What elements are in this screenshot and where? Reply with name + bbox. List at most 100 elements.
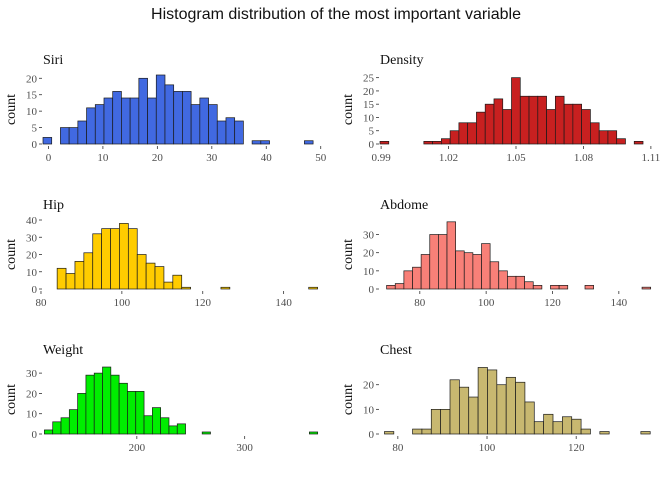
x-tick-label: 1.11 xyxy=(641,152,660,164)
y-axis-label-hip: count xyxy=(4,239,19,270)
histogram-bar xyxy=(145,262,156,290)
y-tick-label: 30 xyxy=(26,368,38,380)
histogram-bar xyxy=(446,221,456,290)
y-tick-label: 30 xyxy=(363,230,375,242)
histogram-bar xyxy=(458,122,469,145)
histogram-bar xyxy=(463,252,474,290)
y-tick-label: 10 xyxy=(363,404,375,416)
histogram-bar xyxy=(127,391,137,435)
histogram-bar xyxy=(155,74,166,145)
panel-abdome: Abdome count 0 10 20 30 80 100 120 140 xyxy=(341,198,652,309)
histogram-bar xyxy=(571,418,582,435)
x-tick-label: 80 xyxy=(392,442,404,454)
histogram-bar xyxy=(449,379,460,435)
x-tick-label: 0 xyxy=(46,152,52,164)
histogram-bar xyxy=(56,267,67,290)
histogram-bar xyxy=(164,84,175,145)
panel-title-siri: Siri xyxy=(43,53,63,68)
x-tick-label: 80 xyxy=(35,297,47,309)
histogram-bar xyxy=(515,275,525,290)
histogram-bar xyxy=(68,409,78,435)
y-tick-label: 40 xyxy=(26,215,38,227)
histogram-bar xyxy=(181,286,191,290)
histogram-bar xyxy=(94,104,105,145)
histogram-bar xyxy=(429,234,439,290)
histogram-bar xyxy=(524,401,535,435)
histogram-bar xyxy=(136,254,147,290)
x-tick-label: 1.08 xyxy=(574,152,594,164)
histogram-bar xyxy=(580,428,591,435)
histogram-bar xyxy=(484,103,495,145)
x-tick-label: 120 xyxy=(194,297,211,309)
histogram-bar xyxy=(519,95,530,145)
y-tick-label: 0 xyxy=(32,139,38,151)
histogram-bar xyxy=(598,130,609,145)
histogram-bar xyxy=(199,97,209,145)
histogram-bar xyxy=(110,228,120,290)
y-tick-label: 0 xyxy=(32,429,38,441)
histogram-bar xyxy=(498,270,508,290)
histogram-bar xyxy=(234,120,244,145)
panel-hip: Hip count 0 10 20 30 40 80 100 120 140 xyxy=(4,198,318,309)
x-tick-label: 140 xyxy=(275,297,292,309)
histogram-bar xyxy=(74,261,85,290)
histogram-bar xyxy=(42,137,53,145)
histogram-bar xyxy=(60,127,70,145)
histogram-bar xyxy=(421,428,432,435)
y-tick-label: 10 xyxy=(26,267,38,279)
histogram-bar xyxy=(572,103,582,145)
histogram-bar xyxy=(476,111,486,145)
panel-title-abdome: Abdome xyxy=(380,198,428,213)
y-tick-label: 0 xyxy=(369,429,375,441)
x-tick-label: 1.05 xyxy=(506,152,526,164)
x-tick-label: 80 xyxy=(414,297,426,309)
histogram-bar xyxy=(309,431,319,435)
histogram-bar xyxy=(103,97,114,145)
histogram-bar xyxy=(65,273,76,290)
histogram-bar xyxy=(216,120,227,145)
histogram-bar xyxy=(190,104,201,145)
histogram-bar xyxy=(554,95,565,145)
panel-title-density: Density xyxy=(380,53,424,68)
histogram-bar xyxy=(147,97,157,145)
histogram-bar xyxy=(537,95,547,145)
histogram-bar xyxy=(304,140,314,145)
y-tick-label: 5 xyxy=(32,123,38,135)
x-tick-label: 120 xyxy=(544,297,561,309)
histogram-bar xyxy=(502,109,512,145)
x-tick-label: 20 xyxy=(152,152,164,164)
histogram-bar xyxy=(528,95,539,145)
histogram-bar xyxy=(616,138,626,145)
histogram-bar xyxy=(550,285,560,290)
histogram-bar xyxy=(477,367,488,435)
histogram-bar xyxy=(83,252,94,290)
histogram-bar xyxy=(455,250,465,290)
histogram-bar xyxy=(168,425,178,435)
histogram-bar xyxy=(558,285,569,290)
histogram-bar xyxy=(489,261,500,290)
histogram-bar xyxy=(110,374,120,435)
histogram-bar xyxy=(496,384,507,435)
x-tick-label: 100 xyxy=(478,297,495,309)
histogram-bar xyxy=(640,431,651,435)
histogram-bar xyxy=(251,140,262,145)
histogram-bar xyxy=(154,266,165,290)
x-tick-label: 120 xyxy=(568,442,585,454)
histogram-bar xyxy=(163,281,174,290)
histogram-bar xyxy=(590,122,600,145)
y-tick-label: 0 xyxy=(369,139,375,151)
histogram-bar xyxy=(487,369,498,435)
histogram-bar xyxy=(432,141,442,145)
histogram-bar xyxy=(384,431,395,435)
y-tick-label: 15 xyxy=(363,99,375,111)
y-tick-label: 0 xyxy=(369,284,375,296)
histogram-bar xyxy=(584,285,594,290)
histogram-bar xyxy=(472,254,482,290)
histogram-bar xyxy=(182,91,192,145)
histogram-bar xyxy=(68,127,79,145)
histogram-bar xyxy=(412,266,422,290)
histogram-bar xyxy=(225,117,236,145)
histogram-bar xyxy=(52,421,62,435)
y-axis-label-weight: count xyxy=(4,384,19,415)
